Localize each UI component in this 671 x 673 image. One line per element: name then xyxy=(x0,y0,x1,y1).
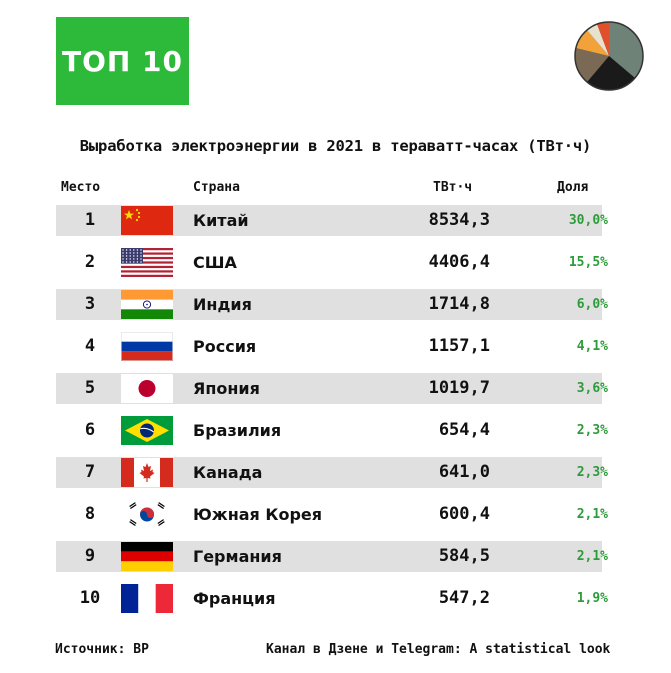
usa-flag-icon xyxy=(121,248,173,277)
channel-note: Канал в Дзене и Telegram: A statistical … xyxy=(266,642,611,657)
japan-flag-icon xyxy=(121,374,173,403)
share-cell: 4,1% xyxy=(576,339,608,354)
china-flag-icon xyxy=(121,206,173,235)
rank-cell: 9 xyxy=(84,546,96,566)
chart-title: Выработка электроэнергии в 2021 в терава… xyxy=(79,137,592,155)
rank-cell: 10 xyxy=(79,588,101,608)
share-cell: 2,1% xyxy=(576,507,608,522)
table-row: 6 Бразилия 654,4 2,3% xyxy=(56,415,608,446)
share-cell: 15,5% xyxy=(568,255,608,270)
column-header-country: Страна xyxy=(193,180,240,195)
table-row: 5 Япония 1019,7 3,6% xyxy=(56,373,608,404)
value-cell: 1157,1 xyxy=(428,336,490,356)
column-header-rank: Место xyxy=(61,180,101,195)
rank-cell: 5 xyxy=(84,378,96,398)
canada-flag-icon xyxy=(121,458,173,487)
share-cell: 6,0% xyxy=(576,297,608,312)
france-flag-icon xyxy=(121,584,173,613)
table-row: 4 Россия 1157,1 4,1% xyxy=(56,331,608,362)
value-cell: 547,2 xyxy=(438,588,490,608)
value-cell: 641,0 xyxy=(438,462,490,482)
germany-flag-icon xyxy=(121,542,173,571)
country-cell: США xyxy=(193,253,237,272)
column-header-value: ТВт·ч xyxy=(433,180,473,195)
country-cell: Бразилия xyxy=(193,421,282,440)
country-cell: Китай xyxy=(193,211,249,230)
south-korea-flag-icon xyxy=(121,500,173,529)
table-row: 8 Южная Корея 600,4 2,1% xyxy=(56,499,608,530)
rank-cell: 6 xyxy=(84,420,96,440)
table-row: 3 Индия 1714,8 6,0% xyxy=(56,289,608,320)
share-cell: 1,9% xyxy=(576,591,608,606)
country-cell: Канада xyxy=(193,463,263,482)
country-cell: Индия xyxy=(193,295,252,314)
value-cell: 654,4 xyxy=(438,420,490,440)
table-row: 9 Германия 584,5 2,1% xyxy=(56,541,608,572)
value-cell: 1019,7 xyxy=(428,378,490,398)
table-row: 1 Китай 8534,3 30,0% xyxy=(56,205,608,236)
table-row: 7 Канада 641,0 2,3% xyxy=(56,457,608,488)
value-cell: 600,4 xyxy=(438,504,490,524)
share-cell: 3,6% xyxy=(576,381,608,396)
brazil-flag-icon xyxy=(121,416,173,445)
share-cell: 2,1% xyxy=(576,549,608,564)
share-cell: 2,3% xyxy=(576,423,608,438)
value-cell: 1714,8 xyxy=(428,294,490,314)
country-cell: Япония xyxy=(193,379,260,398)
rank-cell: 8 xyxy=(84,504,96,524)
rank-cell: 4 xyxy=(84,336,96,356)
value-cell: 8534,3 xyxy=(428,210,490,230)
column-header-share: Доля xyxy=(557,180,589,195)
table-row: 2 США 4406,4 15,5% xyxy=(56,247,608,278)
rank-cell: 3 xyxy=(84,294,96,314)
india-flag-icon xyxy=(121,290,173,319)
russia-flag-icon xyxy=(121,332,173,361)
value-cell: 4406,4 xyxy=(428,252,490,272)
top10-badge: ТОП 10 xyxy=(56,17,189,105)
country-cell: Франция xyxy=(193,589,276,608)
rank-cell: 7 xyxy=(84,462,96,482)
rank-cell: 2 xyxy=(84,252,96,272)
source-note: Источник: BP xyxy=(55,642,149,657)
rank-cell: 1 xyxy=(84,210,96,230)
share-cell: 2,3% xyxy=(576,465,608,480)
country-cell: Россия xyxy=(193,337,257,356)
value-cell: 584,5 xyxy=(438,546,490,566)
share-cell: 30,0% xyxy=(568,213,608,228)
table-row: 10 Франция 547,2 1,9% xyxy=(56,583,608,614)
pie-logo-icon xyxy=(574,21,644,91)
country-cell: Южная Корея xyxy=(193,505,323,524)
country-cell: Германия xyxy=(193,547,282,566)
